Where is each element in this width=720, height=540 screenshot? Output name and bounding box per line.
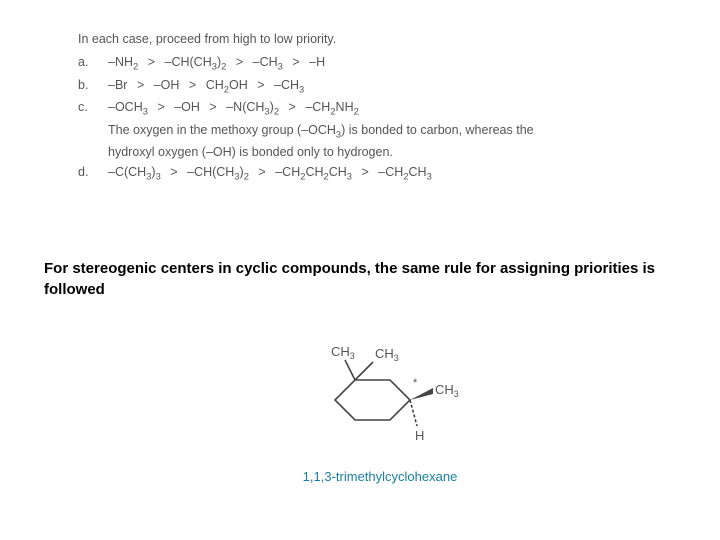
grp: CH bbox=[305, 165, 323, 179]
sub: 3 bbox=[427, 172, 432, 182]
item-c: c. –OCH3 > –OH > –N(CH3)2 > –CH2NH2 bbox=[78, 97, 658, 120]
sub: 2 bbox=[221, 62, 226, 72]
gt: > bbox=[203, 100, 222, 114]
sub: 3 bbox=[143, 107, 148, 117]
explain-line-1: The oxygen in the methoxy group (–OCH3) … bbox=[108, 120, 658, 143]
h-label: H bbox=[415, 428, 424, 443]
gt: > bbox=[252, 165, 271, 179]
gt: > bbox=[230, 55, 249, 69]
item-b: b. –Br > –OH > CH2OH > –CH3 bbox=[78, 75, 658, 98]
grp: CH bbox=[206, 78, 224, 92]
ch3: CH bbox=[331, 344, 350, 359]
grp: –CH bbox=[378, 165, 403, 179]
item-body: –C(CH3)3 > –CH(CH3)2 > –CH2CH2CH3 > –CH2… bbox=[108, 162, 658, 185]
caption-text: For stereogenic centers in cyclic compou… bbox=[44, 258, 664, 300]
item-label: b. bbox=[78, 75, 108, 98]
item-body: –NH2 > –CH(CH3)2 > –CH3 > –H bbox=[108, 52, 658, 75]
ch3: CH bbox=[375, 346, 394, 361]
gt: > bbox=[286, 55, 305, 69]
grp: –CH bbox=[253, 55, 278, 69]
intro-text: In each case, proceed from high to low p… bbox=[78, 32, 658, 46]
svg-text:CH3: CH3 bbox=[375, 346, 399, 363]
stereo-star: * bbox=[413, 377, 418, 389]
sub: 3 bbox=[350, 351, 355, 361]
ch3: CH bbox=[435, 382, 454, 397]
cyclohexane-svg: CH3 CH3 CH3 H * bbox=[295, 330, 465, 460]
grp: NH bbox=[336, 100, 354, 114]
grp: –CH bbox=[274, 78, 299, 92]
sub: 2 bbox=[354, 107, 359, 117]
gt: > bbox=[131, 78, 150, 92]
grp: OH bbox=[229, 78, 248, 92]
grp: –CH(CH bbox=[165, 55, 212, 69]
sub: 3 bbox=[454, 389, 459, 399]
gt: > bbox=[142, 55, 161, 69]
sub: 3 bbox=[156, 172, 161, 182]
item-a: a. –NH2 > –CH(CH3)2 > –CH3 > –H bbox=[78, 52, 658, 75]
item-label: d. bbox=[78, 162, 108, 185]
sub: 3 bbox=[278, 62, 283, 72]
gt: > bbox=[251, 78, 270, 92]
priority-list-box: In each case, proceed from high to low p… bbox=[78, 32, 658, 185]
txt: ) is bonded to carbon, whereas the bbox=[341, 123, 533, 137]
svg-text:CH3: CH3 bbox=[435, 382, 459, 399]
grp: –NH bbox=[108, 55, 133, 69]
item-d: d. –C(CH3)3 > –CH(CH3)2 > –CH2CH2CH3 > –… bbox=[78, 162, 658, 185]
sub: 2 bbox=[133, 62, 138, 72]
item-label: a. bbox=[78, 52, 108, 75]
item-body: –OCH3 > –OH > –N(CH3)2 > –CH2NH2 bbox=[108, 97, 658, 120]
grp: –CH bbox=[305, 100, 330, 114]
grp: –C(CH bbox=[108, 165, 146, 179]
grp: –OH bbox=[174, 100, 200, 114]
svg-text:CH3: CH3 bbox=[331, 344, 355, 361]
sub: 3 bbox=[299, 84, 304, 94]
explain-line-2: hydroxyl oxygen (–OH) is bonded only to … bbox=[108, 142, 658, 162]
grp: –OCH bbox=[108, 100, 143, 114]
grp: –OH bbox=[154, 78, 180, 92]
sub: 2 bbox=[274, 107, 279, 117]
grp: –N(CH bbox=[226, 100, 264, 114]
figure-label: 1,1,3-trimethylcyclohexane bbox=[280, 469, 480, 484]
grp: CH bbox=[329, 165, 347, 179]
item-body: –Br > –OH > CH2OH > –CH3 bbox=[108, 75, 658, 98]
grp: –CH bbox=[275, 165, 300, 179]
item-label: c. bbox=[78, 97, 108, 120]
sub: 2 bbox=[244, 172, 249, 182]
gt: > bbox=[151, 100, 170, 114]
sub: 3 bbox=[347, 172, 352, 182]
grp: –CH(CH bbox=[187, 165, 234, 179]
txt: The oxygen in the methoxy group (–OCH bbox=[108, 123, 336, 137]
gt: > bbox=[283, 100, 302, 114]
molecule-figure: CH3 CH3 CH3 H * 1,1,3-trimethylcyclohexa… bbox=[280, 330, 480, 484]
grp: –H bbox=[309, 55, 325, 69]
grp: –Br bbox=[108, 78, 127, 92]
grp: CH bbox=[409, 165, 427, 179]
gt: > bbox=[164, 165, 183, 179]
sub: 3 bbox=[394, 353, 399, 363]
gt: > bbox=[356, 165, 375, 179]
gt: > bbox=[183, 78, 202, 92]
